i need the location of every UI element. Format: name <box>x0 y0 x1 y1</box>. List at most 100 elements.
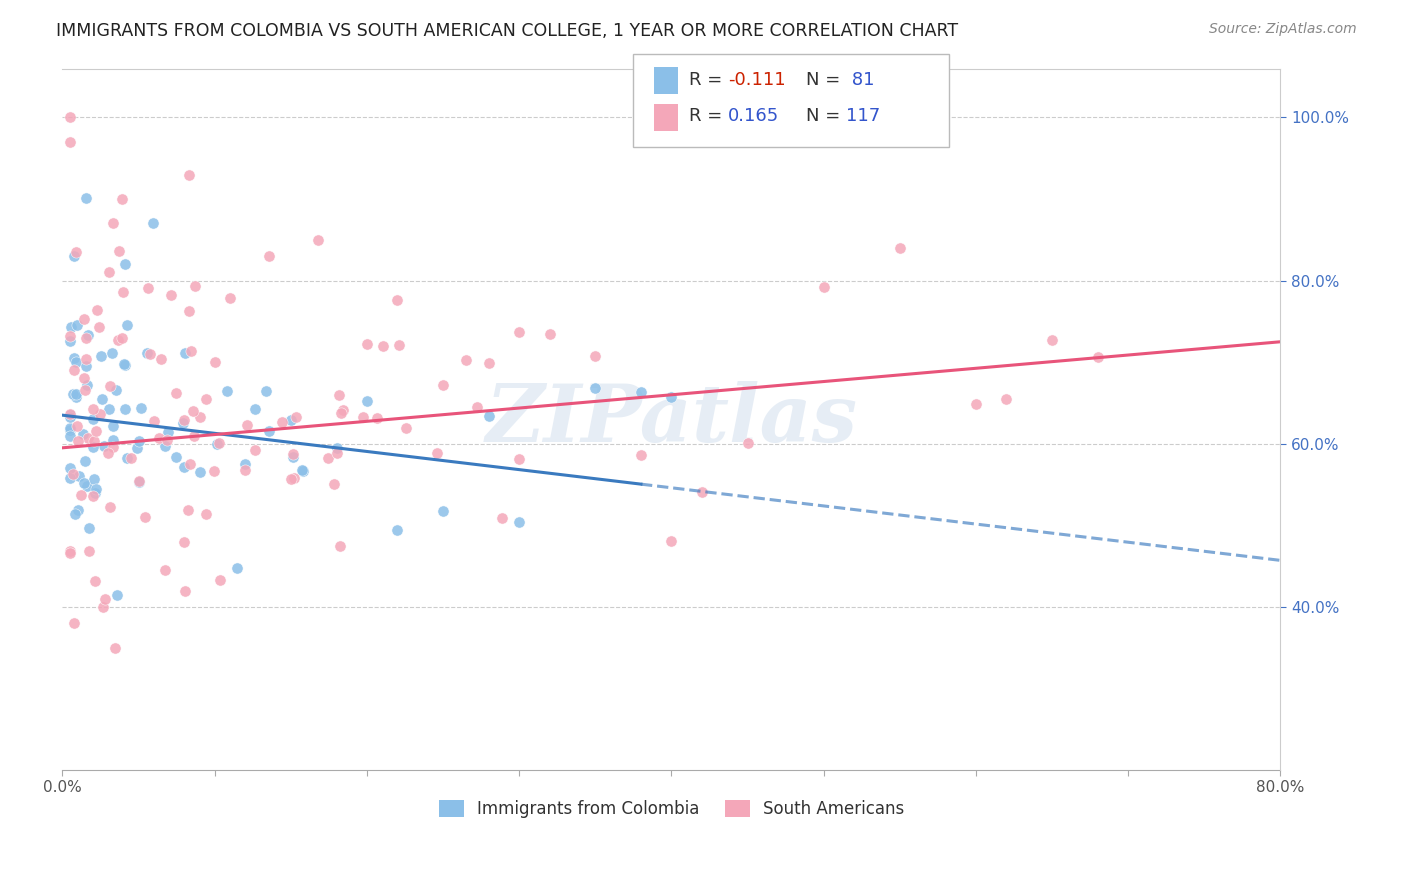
Point <box>322 476 344 491</box>
Point <box>135 346 157 360</box>
Point <box>630 448 652 462</box>
Point <box>583 350 606 364</box>
Point <box>291 462 314 476</box>
Point <box>84 424 107 438</box>
Point <box>283 471 305 485</box>
Point <box>76 431 98 445</box>
Point <box>280 472 302 486</box>
Point <box>432 378 454 392</box>
Point <box>83 485 105 500</box>
Point <box>202 464 225 478</box>
Point <box>177 304 200 318</box>
Point <box>207 435 229 450</box>
Text: 81: 81 <box>846 71 875 89</box>
Point <box>131 401 153 415</box>
Point <box>63 351 86 366</box>
Point <box>218 291 240 305</box>
Point <box>173 346 195 360</box>
Point <box>91 392 114 407</box>
Point <box>65 244 87 259</box>
Point <box>209 573 232 587</box>
Point <box>173 534 195 549</box>
Point <box>325 446 347 460</box>
Point <box>236 418 259 433</box>
Point <box>62 387 84 401</box>
Point <box>583 381 606 395</box>
Point <box>75 191 97 205</box>
Point <box>172 416 194 430</box>
Point <box>233 463 256 477</box>
Point <box>285 410 308 425</box>
Point <box>91 600 114 615</box>
Point <box>332 403 354 417</box>
Point <box>136 281 159 295</box>
Point <box>204 355 226 369</box>
Point <box>59 470 82 484</box>
Text: 117: 117 <box>846 107 880 125</box>
Point <box>183 429 205 443</box>
Point <box>184 279 207 293</box>
Point <box>316 451 339 466</box>
Point <box>65 391 87 405</box>
Text: R =: R = <box>689 71 728 89</box>
Point <box>79 520 101 534</box>
Point <box>356 394 378 409</box>
Point <box>59 410 82 425</box>
Point <box>128 474 150 488</box>
Point <box>1087 350 1109 364</box>
Point <box>100 500 122 514</box>
Point <box>194 392 217 407</box>
Point <box>176 502 198 516</box>
Point <box>86 303 108 318</box>
Point <box>66 318 89 333</box>
Point <box>283 450 305 464</box>
Text: ZIPatlas: ZIPatlas <box>485 381 858 458</box>
Point <box>366 411 388 425</box>
Point <box>59 407 82 421</box>
Point <box>107 333 129 347</box>
Text: R =: R = <box>689 107 728 125</box>
Point <box>271 416 294 430</box>
Point <box>73 311 96 326</box>
Point <box>90 349 112 363</box>
Point <box>188 409 211 424</box>
Point <box>478 409 501 423</box>
Point <box>66 434 89 448</box>
Point <box>150 351 173 366</box>
Point <box>59 329 82 343</box>
Point <box>120 451 142 466</box>
Point <box>465 400 488 414</box>
Point <box>72 427 94 442</box>
Point <box>813 279 835 293</box>
Point <box>243 401 266 416</box>
Point <box>59 420 82 434</box>
Legend: Immigrants from Colombia, South Americans: Immigrants from Colombia, South American… <box>432 793 911 825</box>
Point <box>630 385 652 400</box>
Point <box>156 425 179 439</box>
Point <box>965 397 987 411</box>
Point <box>173 583 195 598</box>
Point <box>128 475 150 489</box>
Point <box>117 318 139 333</box>
Point <box>76 479 98 493</box>
Point <box>84 574 107 588</box>
Point <box>153 439 176 453</box>
Point <box>67 468 90 483</box>
Point <box>139 347 162 361</box>
Point <box>181 403 204 417</box>
Point <box>83 434 105 448</box>
Point <box>59 460 82 475</box>
Point <box>84 482 107 496</box>
Point <box>165 450 187 464</box>
Point <box>98 402 121 417</box>
Point <box>690 484 713 499</box>
Point <box>128 434 150 449</box>
Point <box>104 640 127 655</box>
Text: N =: N = <box>806 107 845 125</box>
Point <box>125 441 148 455</box>
Text: -0.111: -0.111 <box>728 71 786 89</box>
Point <box>329 539 352 553</box>
Point <box>101 346 124 360</box>
Point <box>454 352 477 367</box>
Point <box>105 588 128 602</box>
